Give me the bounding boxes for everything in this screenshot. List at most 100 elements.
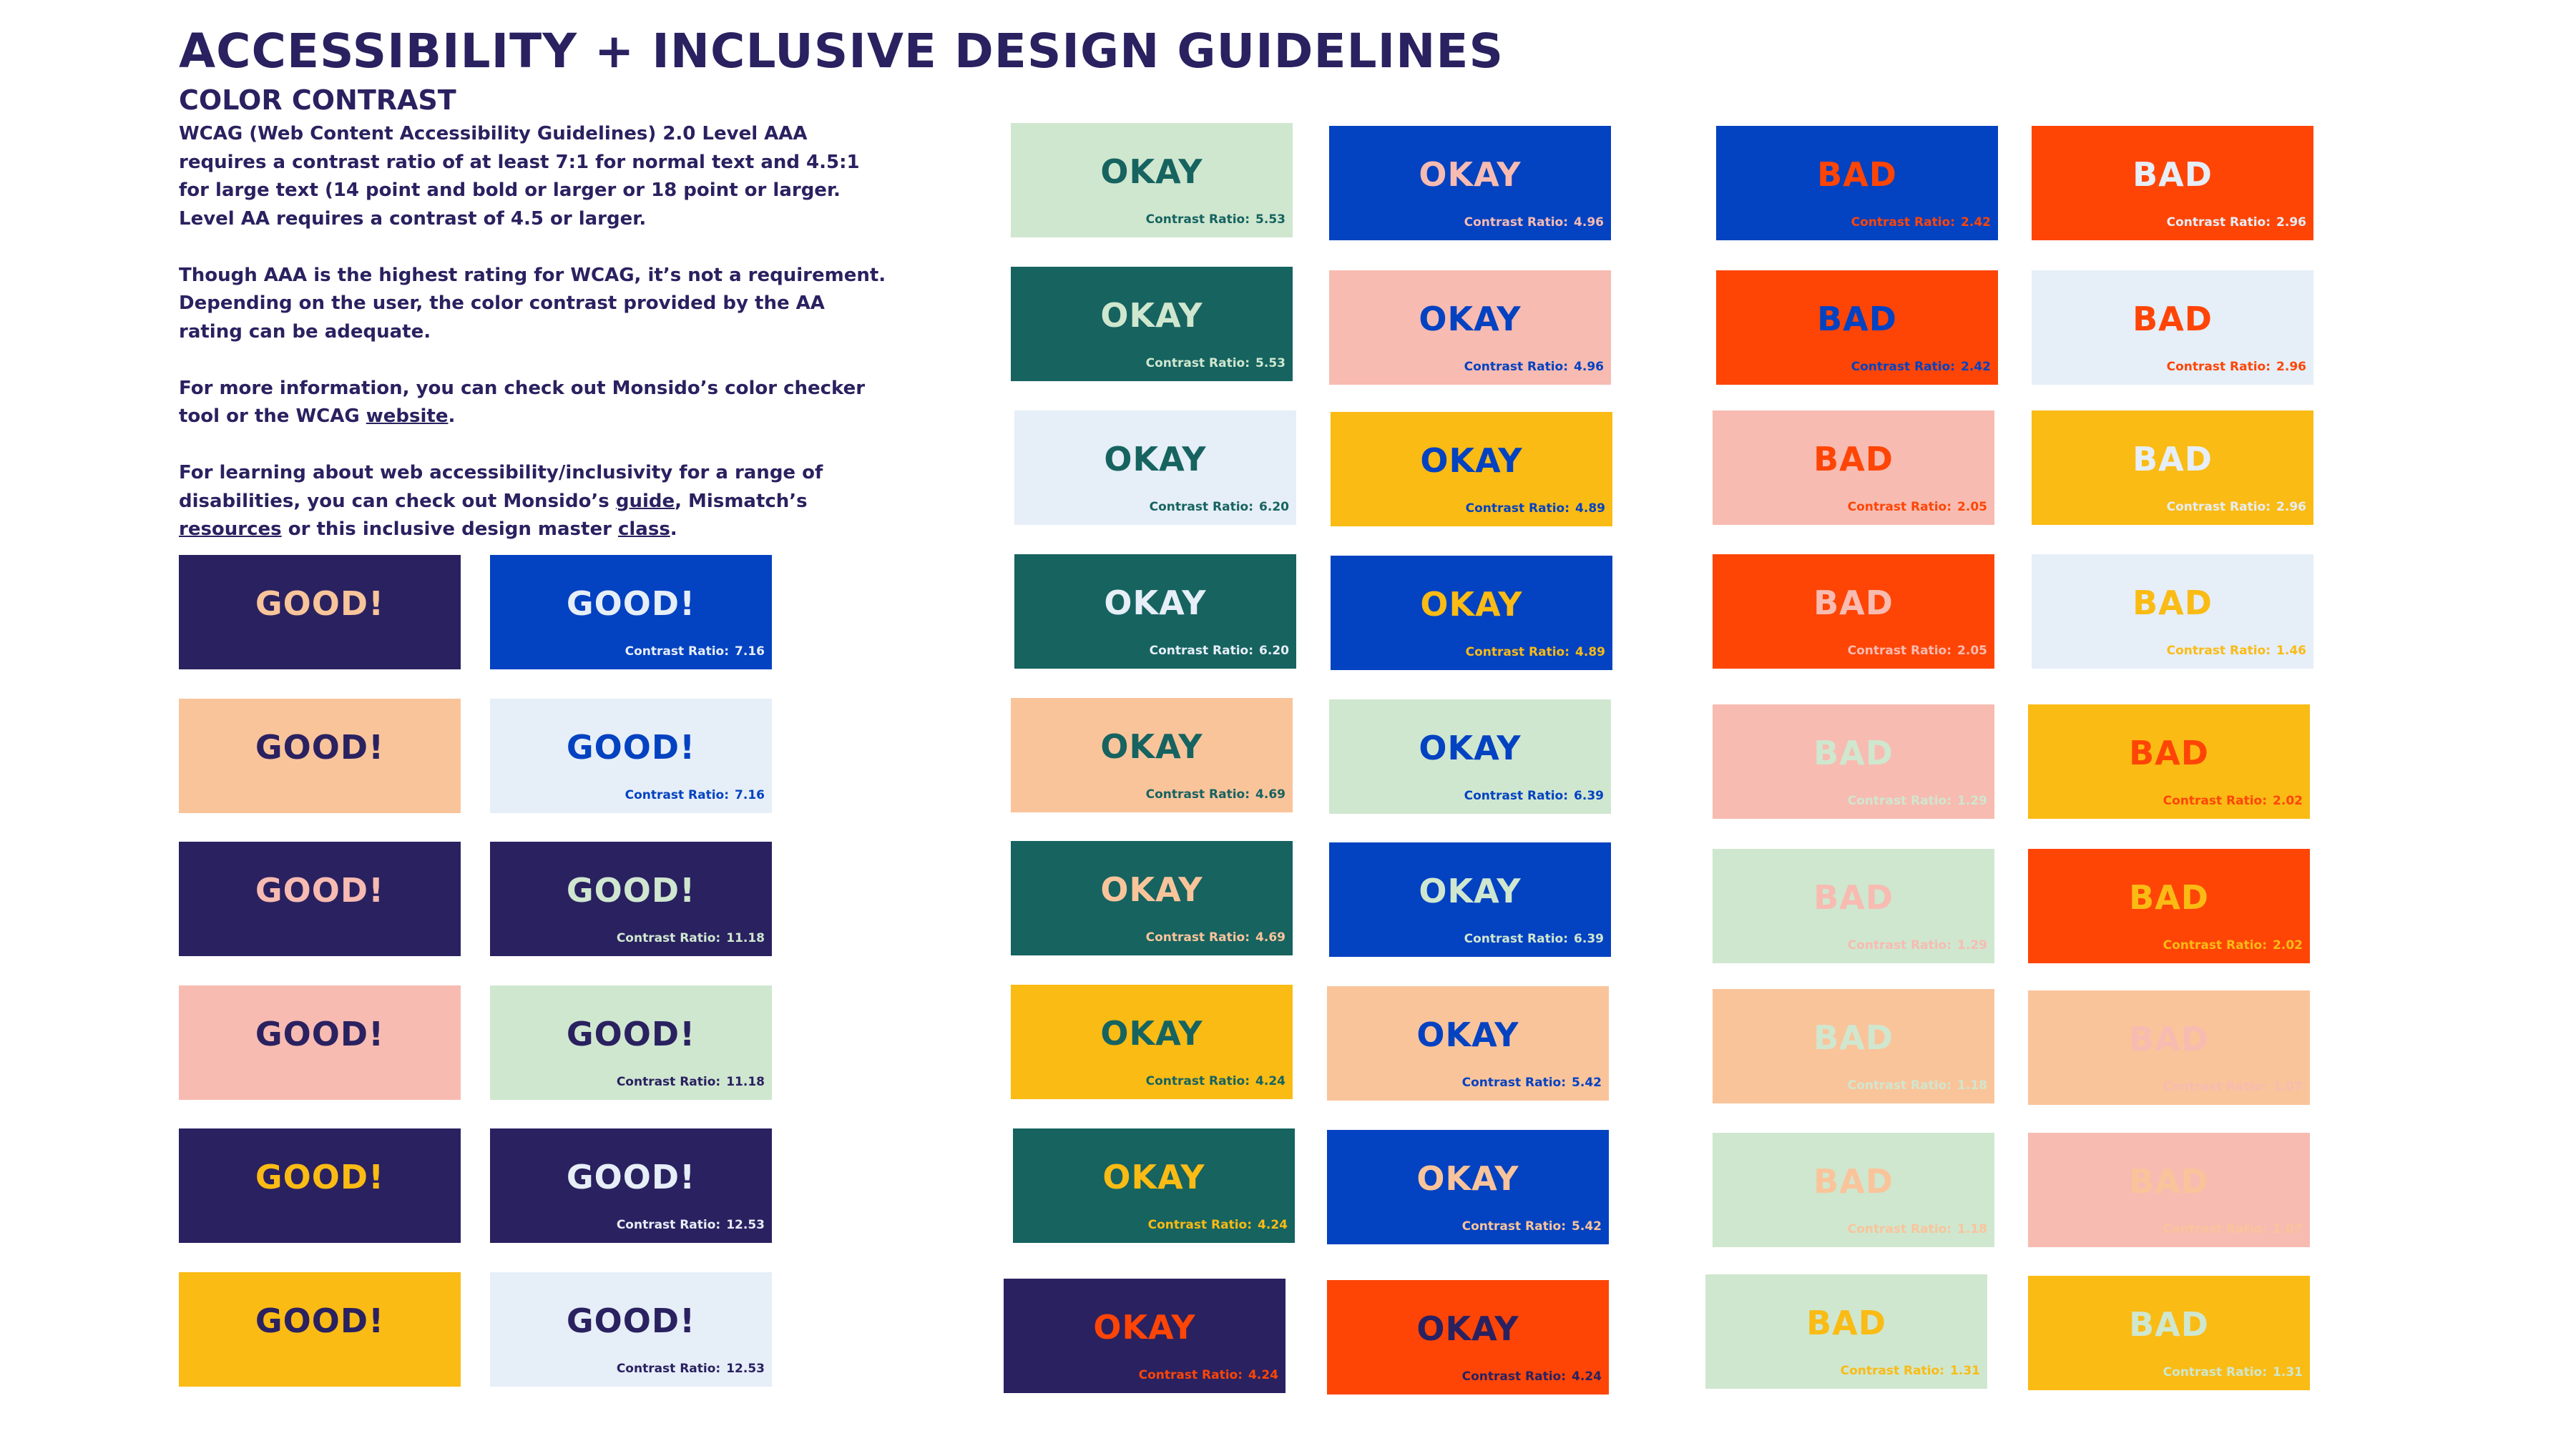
contrast-ratio-value: 2.42 [1961, 360, 1991, 374]
contrast-ratio-caption: Contrast Ratio: [1145, 1074, 1250, 1088]
contrast-swatch-okay: OKAY Contrast Ratio: 4.96 [1329, 126, 1611, 240]
swatch-sample-word: BAD [1813, 734, 1894, 772]
contrast-ratio-value: 4.96 [1574, 215, 1604, 230]
contrast-ratio-label: Contrast Ratio: 4.24 [1139, 1367, 1278, 1383]
contrast-ratio-caption: Contrast Ratio: [1464, 932, 1569, 946]
contrast-swatch-okay: OKAY Contrast Ratio: 5.53 [1011, 123, 1293, 237]
swatch-sample-word: GOOD! [255, 871, 385, 910]
swatch-sample-word: OKAY [1416, 1015, 1519, 1054]
swatch-sample-word: OKAY [1420, 441, 1523, 480]
contrast-ratio-label: Contrast Ratio: 1.31 [2163, 1364, 2303, 1380]
contrast-ratio-label: Contrast Ratio: 4.96 [1464, 215, 1604, 230]
swatch-sample-word: GOOD! [566, 1015, 696, 1053]
contrast-ratio-label: Contrast Ratio: 2.42 [1851, 359, 1991, 375]
contrast-ratio-value: 1.29 [1957, 794, 1987, 808]
contrast-ratio-label: Contrast Ratio: 6.20 [1150, 499, 1289, 515]
contrast-ratio-label: Contrast Ratio: 5.53 [1146, 355, 1285, 371]
contrast-ratio-value: 1.07 [2273, 1222, 2303, 1236]
swatch-sample-word: GOOD! [255, 1015, 385, 1053]
contrast-swatch-okay: OKAY Contrast Ratio: 4.24 [1004, 1279, 1285, 1393]
swatch-sample-word: GOOD! [566, 584, 696, 623]
contrast-ratio-label: Contrast Ratio: 12.53 [617, 1217, 765, 1233]
contrast-swatch-bad: BAD Contrast Ratio: 1.29 [1713, 849, 1994, 963]
contrast-swatch-bad: BAD Contrast Ratio: 1.46 [2032, 554, 2313, 669]
contrast-ratio-label: Contrast Ratio: 4.96 [1464, 359, 1604, 375]
contrast-ratio-value: 11.18 [726, 1075, 765, 1089]
contrast-ratio-value: 7.16 [735, 644, 765, 659]
contrast-ratio-caption: Contrast Ratio: [1145, 930, 1250, 945]
contrast-ratio-value: 6.39 [1574, 789, 1604, 803]
contrast-ratio-caption: Contrast Ratio: [2163, 1365, 2268, 1379]
contrast-ratio-label: Contrast Ratio: 6.20 [1150, 643, 1289, 659]
contrast-ratio-caption: Contrast Ratio: [1464, 215, 1569, 230]
contrast-ratio-caption: Contrast Ratio: [2166, 500, 2271, 514]
contrast-ratio-caption: Contrast Ratio: [625, 788, 730, 802]
swatch-sample-word: OKAY [1420, 585, 1523, 624]
contrast-ratio-caption: Contrast Ratio: [1461, 1076, 1567, 1090]
contrast-ratio-caption: Contrast Ratio: [2163, 938, 2268, 953]
contrast-ratio-value: 5.53 [1255, 212, 1285, 227]
contrast-ratio-label: Contrast Ratio: 1.31 [1841, 1363, 1980, 1379]
contrast-ratio-caption: Contrast Ratio: [1149, 500, 1254, 514]
contrast-swatch-okay: OKAY Contrast Ratio: 4.89 [1331, 556, 1612, 670]
contrast-ratio-value: 6.20 [1259, 644, 1289, 658]
contrast-swatch-good: GOOD! Contrast Ratio: 12.53 [490, 1272, 772, 1387]
intro-text: WCAG (Web Content Accessibility Guidelin… [179, 120, 894, 572]
more-info-text: For more information, you can check out … [179, 377, 866, 428]
contrast-ratio-value: 4.69 [1255, 787, 1285, 802]
contrast-swatch-okay: OKAY Contrast Ratio: 5.53 [1011, 267, 1293, 381]
contrast-ratio-value: 2.02 [2273, 794, 2303, 808]
monsido-guide-link[interactable]: guide [615, 490, 675, 512]
contrast-ratio-value: 2.05 [1957, 500, 1987, 514]
contrast-ratio-value: 4.89 [1575, 645, 1605, 659]
contrast-ratio-label: Contrast Ratio: 2.05 [1848, 499, 1987, 515]
contrast-ratio-label: Contrast Ratio: 5.42 [1462, 1219, 1602, 1234]
contrast-ratio-value: 7.16 [735, 788, 765, 802]
contrast-ratio-label: Contrast Ratio: 1.07 [2163, 1079, 2303, 1095]
intro-paragraph-learning: For learning about web accessibility/inc… [179, 459, 894, 544]
swatch-sample-word: GOOD! [255, 728, 385, 767]
contrast-swatch-good: GOOD! Contrast Ratio: 7.16 [490, 555, 772, 669]
swatch-sample-word: GOOD! [566, 1302, 696, 1340]
swatch-sample-word: BAD [2132, 584, 2213, 622]
swatch-sample-word: OKAY [1416, 1309, 1519, 1348]
contrast-ratio-caption: Contrast Ratio: [625, 644, 730, 659]
swatch-sample-word: BAD [2129, 1305, 2209, 1344]
contrast-ratio-caption: Contrast Ratio: [1461, 1369, 1567, 1384]
wcag-website-link[interactable]: website [366, 405, 449, 427]
learning-text-1: For learning about web accessibility/inc… [179, 462, 823, 512]
contrast-swatch-bad: BAD Contrast Ratio: 2.02 [2028, 849, 2310, 963]
contrast-ratio-caption: Contrast Ratio: [616, 1362, 721, 1376]
contrast-ratio-value: 5.53 [1255, 356, 1285, 370]
contrast-ratio-caption: Contrast Ratio: [1851, 215, 1956, 230]
contrast-ratio-label: Contrast Ratio: 7.16 [625, 644, 765, 659]
contrast-ratio-caption: Contrast Ratio: [1465, 645, 1570, 659]
intro-paragraph-wcag: WCAG (Web Content Accessibility Guidelin… [179, 123, 860, 230]
contrast-swatch-okay: OKAY Contrast Ratio: 4.24 [1013, 1128, 1295, 1243]
swatch-sample-word: BAD [2129, 1162, 2209, 1201]
contrast-ratio-caption: Contrast Ratio: [1464, 360, 1569, 374]
contrast-swatch-bad: BAD Contrast Ratio: 1.18 [1713, 1133, 1994, 1247]
contrast-ratio-value: 5.42 [1572, 1219, 1602, 1234]
contrast-swatch-okay: OKAY Contrast Ratio: 5.42 [1327, 986, 1609, 1101]
contrast-swatch-bad: BAD Contrast Ratio: 1.31 [2028, 1276, 2310, 1390]
swatch-sample-word: GOOD! [566, 871, 696, 910]
contrast-swatch-okay: OKAY Contrast Ratio: 6.20 [1014, 554, 1296, 669]
contrast-ratio-label: Contrast Ratio: 7.16 [625, 787, 765, 803]
contrast-swatch-good: GOOD! [179, 1128, 461, 1243]
contrast-ratio-value: 4.24 [1255, 1074, 1285, 1088]
contrast-swatch-okay: OKAY Contrast Ratio: 4.96 [1329, 270, 1611, 385]
contrast-ratio-caption: Contrast Ratio: [1145, 356, 1250, 370]
contrast-ratio-value: 6.39 [1574, 932, 1604, 946]
contrast-ratio-label: Contrast Ratio: 4.89 [1466, 644, 1605, 660]
swatch-sample-word: GOOD! [566, 1158, 696, 1196]
master-class-link[interactable]: class [617, 518, 670, 540]
contrast-ratio-caption: Contrast Ratio: [1847, 1078, 1952, 1093]
swatch-sample-word: BAD [1817, 155, 1897, 194]
swatch-sample-word: BAD [2132, 155, 2213, 194]
mismatch-resources-link[interactable]: resources [179, 518, 282, 540]
contrast-ratio-value: 4.24 [1248, 1368, 1278, 1382]
contrast-ratio-label: Contrast Ratio: 4.69 [1146, 930, 1285, 945]
contrast-ratio-caption: Contrast Ratio: [616, 1075, 721, 1089]
contrast-ratio-label: Contrast Ratio: 1.18 [1848, 1078, 1987, 1093]
